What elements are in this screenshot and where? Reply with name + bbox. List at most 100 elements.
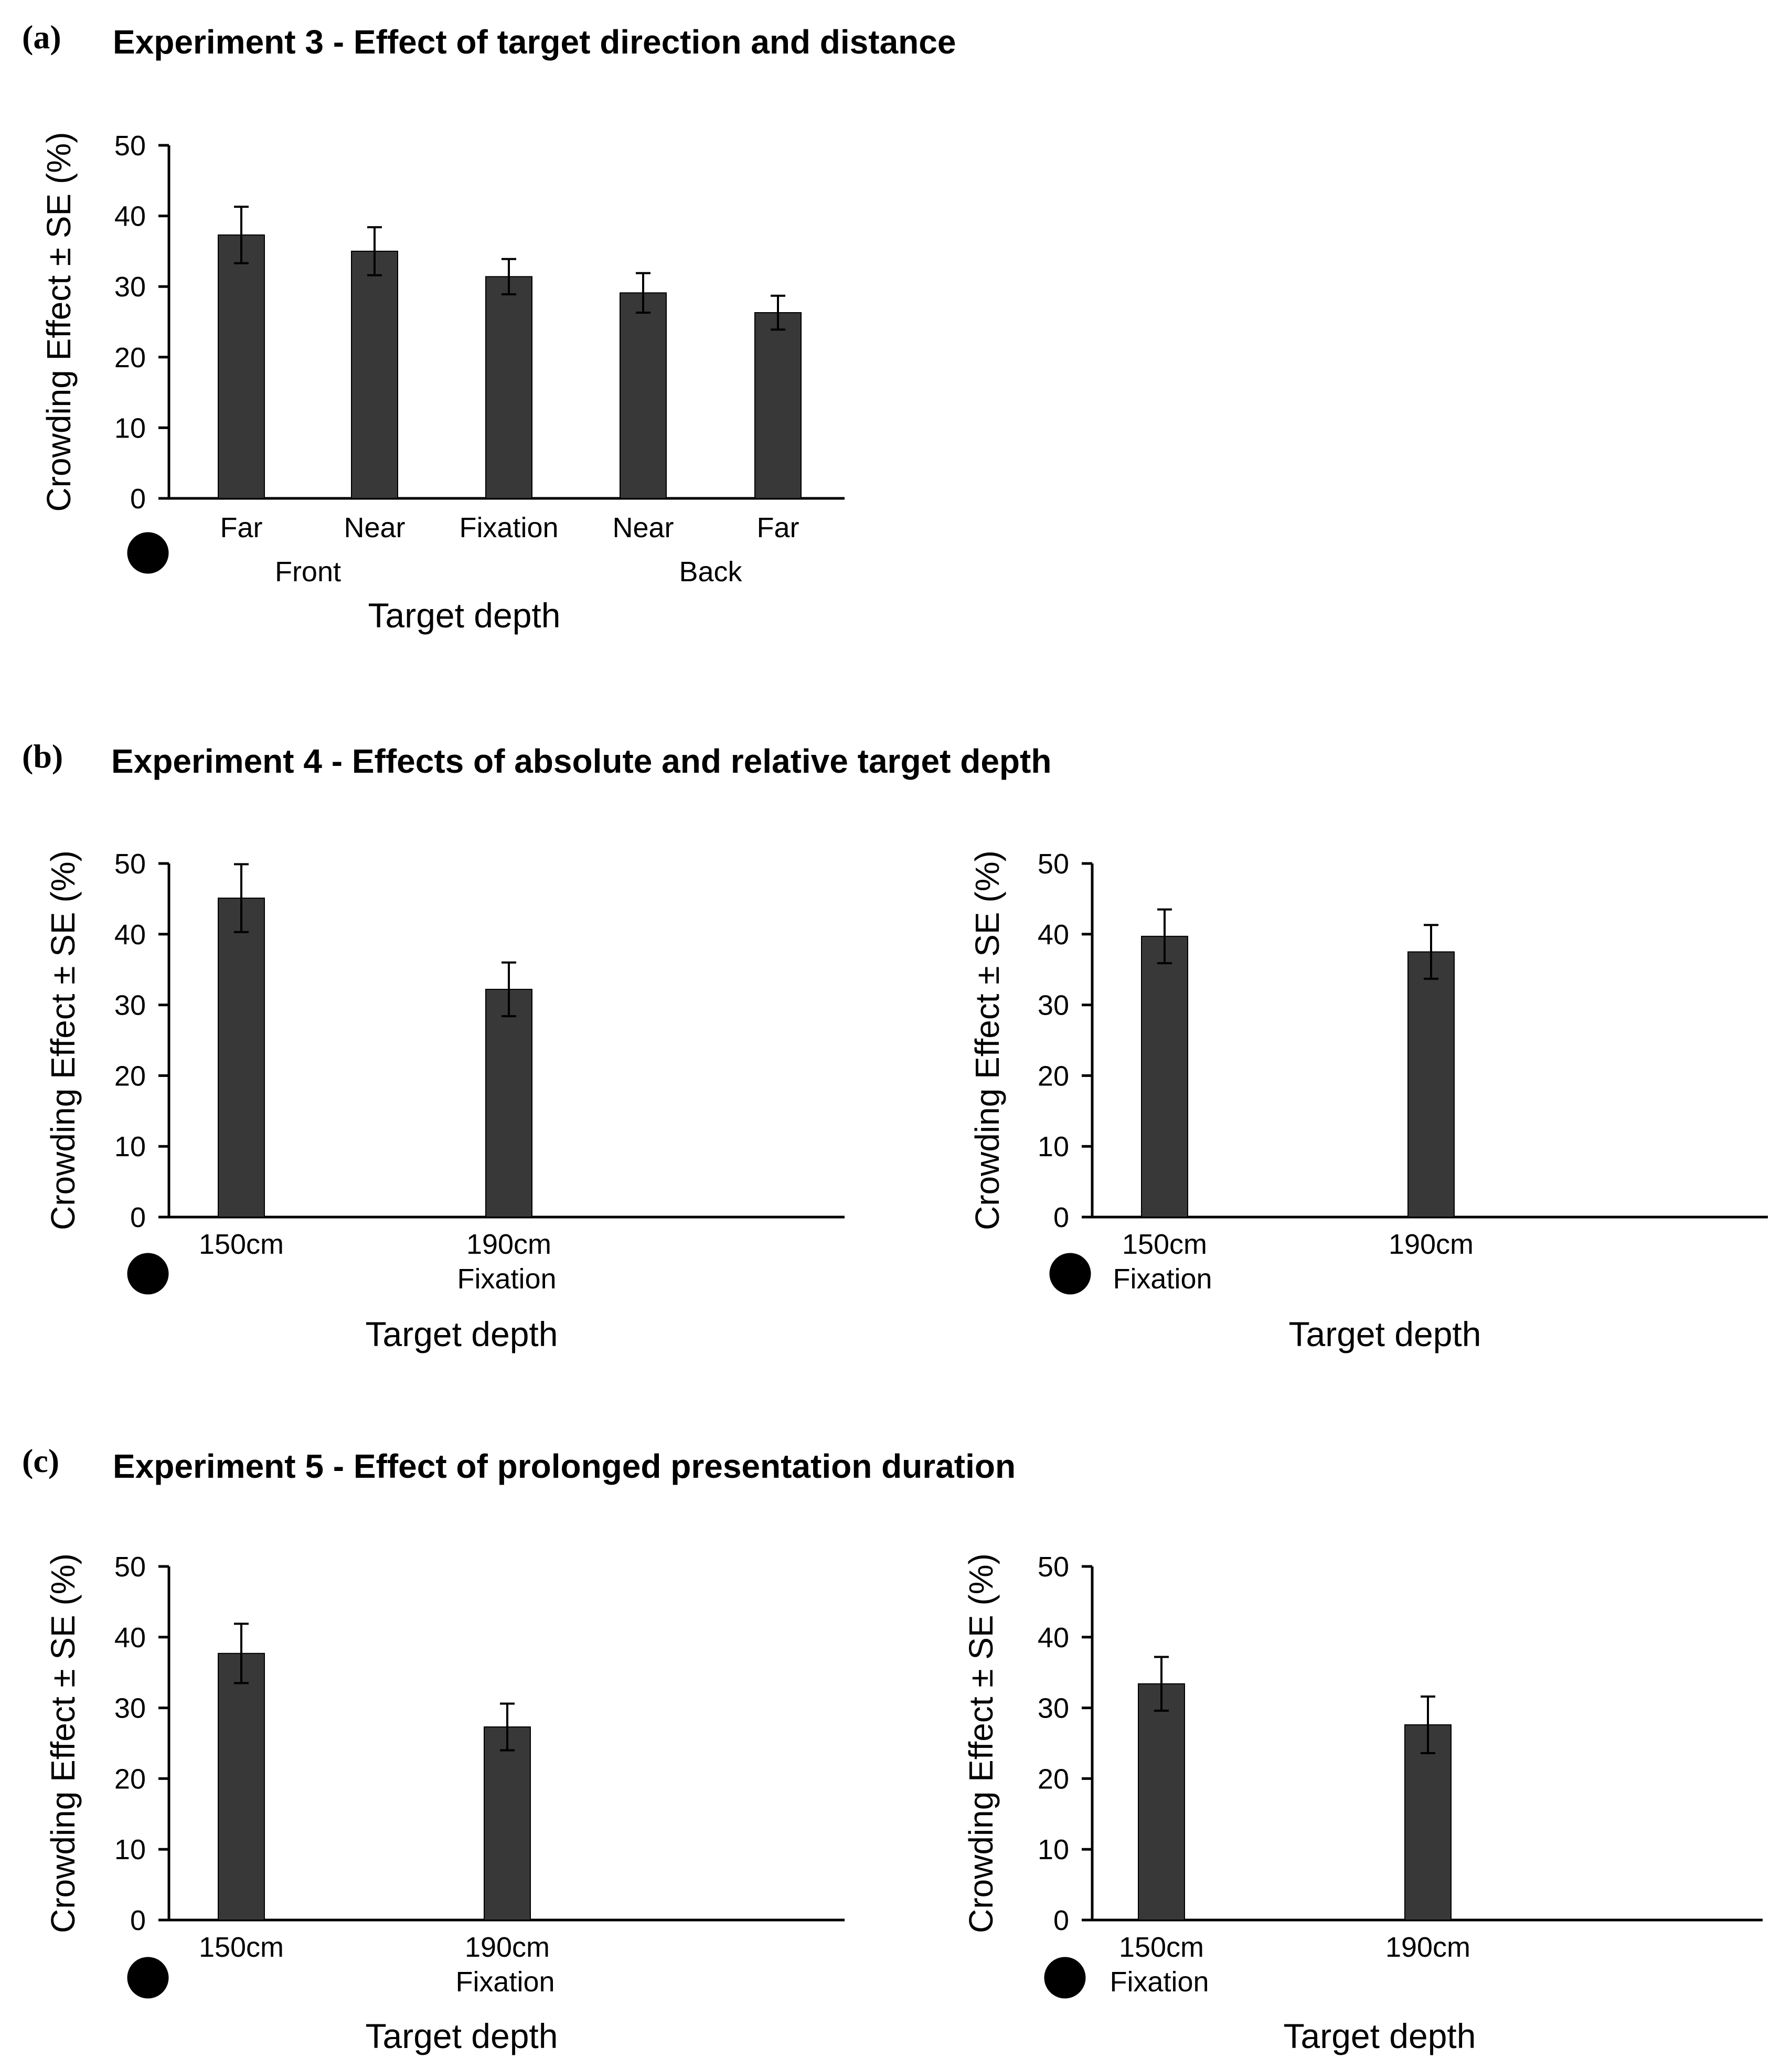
category-label: 150cm — [199, 1932, 284, 1963]
y-tick-label: 20 — [114, 1763, 146, 1795]
y-axis-label: Crowding Effect ± SE (%) — [44, 1553, 82, 1933]
chart-b-left: 0 10 20 30 40 50 Crowding Effect ± SE (%) 150cm… — [44, 848, 845, 1353]
y-axis-label: Crowding Effect ± SE (%) — [968, 850, 1006, 1230]
category-label: 190cm — [465, 1932, 550, 1963]
category-label: 150cm — [1122, 1229, 1207, 1260]
category-label: 190cm — [466, 1229, 551, 1260]
category-label: Far — [757, 512, 799, 543]
category-label: Near — [344, 512, 405, 543]
eye-icon-ball — [1049, 1253, 1091, 1295]
chart-a: 0 10 20 30 40 50 Crowding Effect ± SE (%) Far Ne… — [40, 130, 845, 635]
eye-icon — [1049, 1253, 1091, 1295]
bar — [1404, 1724, 1452, 1921]
category-label: 190cm — [1385, 1932, 1470, 1963]
category-label: 190cm — [1389, 1229, 1474, 1260]
bar — [754, 312, 802, 499]
bar — [484, 1726, 531, 1921]
y-axis-label: Crowding Effect ± SE (%) — [40, 132, 78, 512]
y-axis-label: Crowding Effect ± SE (%) — [44, 850, 82, 1230]
y-tick-label: 0 — [1053, 1202, 1069, 1233]
y-tick-label: 0 — [1053, 1905, 1069, 1936]
y-tick-label: 10 — [114, 1131, 146, 1163]
eye-icon-highlight — [153, 1254, 167, 1293]
eye-icon-highlight — [1075, 1254, 1090, 1293]
eye-icon — [127, 532, 169, 574]
bar — [218, 1652, 265, 1921]
y-tick-label: 50 — [1038, 1551, 1069, 1583]
eye-icon-highlight — [153, 1958, 167, 1997]
y-tick-label: 30 — [114, 990, 146, 1021]
bar — [218, 234, 265, 499]
category-label: Far — [220, 512, 263, 543]
y-tick-label: 40 — [1038, 1622, 1069, 1654]
panel-c-header: (c) Experiment 5 - Effect of prolonged p… — [22, 1442, 1016, 1485]
y-tick-label: 40 — [114, 919, 146, 951]
bar — [620, 292, 667, 499]
x-axis-label: Target depth — [366, 2017, 558, 2055]
bar — [1407, 951, 1455, 1218]
eye-icon-ball — [1044, 1957, 1086, 1999]
chart-b-right: 0 10 20 30 40 50 Crowding Effect ± SE (%) 150cm… — [968, 848, 1768, 1353]
bar — [351, 250, 398, 499]
y-tick-label: 50 — [1038, 848, 1069, 880]
bar — [485, 276, 532, 499]
y-tick-label: 0 — [130, 483, 146, 515]
y-tick-label: 40 — [114, 201, 146, 232]
y-tick-label: 20 — [114, 1060, 146, 1092]
panel-b-header: (b) Experiment 4 - Effects of absolute a… — [22, 738, 1051, 780]
y-tick-label: 20 — [1038, 1060, 1069, 1092]
group-label: Back — [679, 556, 742, 588]
y-tick-label: 30 — [1038, 990, 1069, 1021]
chart-c-left: 0 10 20 30 40 50 Crowding Effect ± SE (%) 150cm… — [44, 1551, 845, 2055]
category-label: 150cm — [1119, 1932, 1204, 1963]
y-tick-label: 50 — [114, 848, 146, 880]
fixation-label: Fixation — [455, 1966, 554, 1998]
x-axis-label: Target depth — [1284, 2017, 1476, 2055]
y-tick-label: 50 — [114, 130, 146, 162]
eye-icon — [1044, 1957, 1086, 1999]
eye-icon-ball — [127, 1253, 169, 1295]
y-tick-label: 50 — [114, 1551, 146, 1583]
y-tick-label: 20 — [1038, 1763, 1069, 1795]
y-tick-label: 40 — [1038, 919, 1069, 951]
eye-icon — [127, 1957, 169, 1999]
y-tick-label: 30 — [1038, 1693, 1069, 1724]
group-label: Front — [275, 556, 341, 588]
fixation-label: Fixation — [457, 1263, 556, 1295]
y-tick-label: 10 — [1038, 1834, 1069, 1865]
category-label: Fixation — [459, 512, 558, 543]
eye-icon — [127, 1253, 169, 1295]
eye-icon-ball — [127, 532, 169, 574]
fixation-label: Fixation — [1113, 1263, 1212, 1295]
category-label: Near — [612, 512, 674, 543]
chart-c-right: 0 10 20 30 40 50 Crowding Effect ± SE (%) 150cm… — [962, 1551, 1763, 2055]
bar — [1141, 935, 1188, 1218]
bar — [485, 988, 532, 1218]
panel-title-c: Experiment 5 - Effect of prolonged prese… — [113, 1447, 1016, 1485]
panel-letter-a: (a) — [22, 18, 61, 56]
x-axis-label: Target depth — [368, 596, 561, 635]
y-axis-label: Crowding Effect ± SE (%) — [962, 1553, 1000, 1933]
category-label: 150cm — [199, 1229, 284, 1260]
y-tick-label: 30 — [114, 271, 146, 303]
y-tick-label: 0 — [130, 1202, 146, 1233]
panel-letter-b: (b) — [22, 738, 63, 775]
eye-icon-ball — [127, 1957, 169, 1999]
eye-icon-highlight — [1070, 1958, 1084, 1997]
y-tick-label: 30 — [114, 1693, 146, 1724]
panel-title-b: Experiment 4 - Effects of absolute and r… — [111, 742, 1051, 780]
panel-a-header: (a) Experiment 3 - Effect of target dire… — [22, 18, 956, 61]
y-tick-label: 0 — [130, 1905, 146, 1936]
y-tick-label: 10 — [114, 1834, 146, 1865]
bar — [218, 898, 265, 1218]
x-axis-label: Target depth — [366, 1315, 558, 1353]
panel-title-a: Experiment 3 - Effect of target directio… — [113, 23, 956, 61]
y-tick-label: 10 — [1038, 1131, 1069, 1163]
fixation-label: Fixation — [1110, 1966, 1209, 1998]
bar — [1138, 1683, 1185, 1921]
y-tick-label: 20 — [114, 342, 146, 374]
eye-icon-highlight — [153, 534, 167, 572]
y-tick-label: 10 — [114, 412, 146, 444]
x-axis-label: Target depth — [1289, 1315, 1481, 1353]
